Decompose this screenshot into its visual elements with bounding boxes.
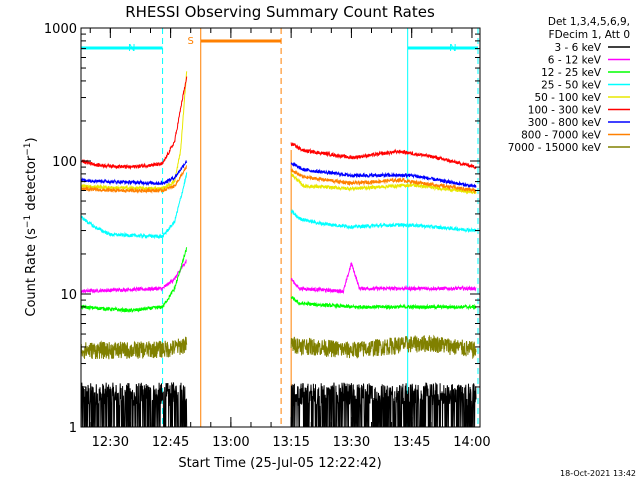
series-line	[290, 382, 477, 428]
legend-label: 3 - 6 keV	[554, 42, 601, 54]
series-line	[80, 382, 188, 428]
x-tick-label: 13:45	[393, 435, 430, 450]
series-12-25keV	[80, 247, 477, 314]
series-line	[290, 296, 477, 311]
series-line	[290, 208, 477, 234]
legend-label: 100 - 300 keV	[528, 105, 602, 117]
series-line	[80, 247, 188, 314]
series-line	[80, 259, 187, 294]
x-tick-label: 13:30	[333, 435, 370, 450]
series-6-12keV	[80, 259, 477, 295]
y-axis-label-part: detector	[24, 155, 39, 215]
plot-frame	[80, 27, 481, 428]
legend-label: 12 - 25 keV	[541, 67, 602, 79]
night-label: N	[128, 43, 135, 54]
y-tick-label: 10	[60, 288, 77, 303]
y-axis-label-superscript: −1	[23, 142, 33, 155]
y-axis-label: Count Rate (s−1 detector−1)	[23, 137, 39, 316]
observing-annotations: N NS	[80, 28, 479, 427]
series-line	[80, 336, 188, 360]
x-tick-label: 12:30	[92, 435, 129, 450]
y-tick-label: 1000	[44, 22, 77, 37]
series-25-50keV	[80, 172, 477, 240]
night-label: N	[449, 43, 456, 54]
series-800-7000keV	[80, 164, 477, 194]
y-axis-label-part: )	[24, 137, 39, 142]
legend-header: FDecim 1, Att 0	[549, 29, 630, 41]
y-tick-label: 1	[69, 421, 77, 436]
timestamp: 18-Oct-2021 13:42	[560, 469, 636, 478]
chart-title: RHESSI Observing Summary Count Rates	[125, 3, 435, 21]
x-tick-label: 12:45	[152, 435, 189, 450]
series-line	[80, 71, 188, 193]
series-line	[290, 168, 477, 194]
axes: 1 10 100 1000 12:30 12:45 13:00 13:15 13:30 13:45…	[44, 22, 491, 450]
series-100-300keV	[80, 76, 477, 171]
series-line	[290, 171, 477, 195]
annotation-saa: S	[188, 28, 282, 427]
series-50-100keV	[80, 71, 477, 195]
legend-label: 800 - 7000 keV	[521, 130, 602, 142]
legend-label: 7000 - 15000 keV	[508, 142, 602, 154]
series-line	[80, 76, 188, 171]
y-tick-label: 100	[52, 155, 77, 170]
series-line	[290, 334, 477, 360]
legend-label: 6 - 12 keV	[548, 55, 602, 67]
legend-label: 300 - 800 keV	[528, 117, 602, 129]
series-300-800keV	[80, 160, 477, 188]
legend: Det 1,3,4,5,6,9,FDecim 1, Att 03 - 6 keV…	[508, 16, 630, 154]
series-line	[80, 160, 188, 187]
series-line	[290, 261, 477, 295]
series-7000-15000keV	[80, 334, 477, 360]
annotation-night: N	[407, 28, 479, 427]
series-3-6keV	[80, 382, 477, 428]
series-line	[290, 142, 477, 170]
legend-label: 25 - 50 keV	[541, 80, 602, 92]
x-tick-label: 14:00	[453, 435, 490, 450]
series-line	[290, 161, 477, 188]
legend-header: Det 1,3,4,5,6,9,	[548, 16, 630, 28]
x-tick-label: 13:00	[212, 435, 249, 450]
x-axis-label: Start Time (25-Jul-05 12:22:42)	[178, 456, 381, 471]
series-group	[80, 71, 477, 428]
series-line	[80, 164, 188, 194]
series-line	[80, 172, 188, 240]
y-axis-label-part: Count Rate (s	[24, 228, 39, 317]
x-tick-label: 13:15	[272, 435, 309, 450]
legend-label: 50 - 100 keV	[534, 92, 601, 104]
y-axis-label-superscript: −1	[23, 215, 33, 228]
saa-label: S	[188, 36, 194, 47]
